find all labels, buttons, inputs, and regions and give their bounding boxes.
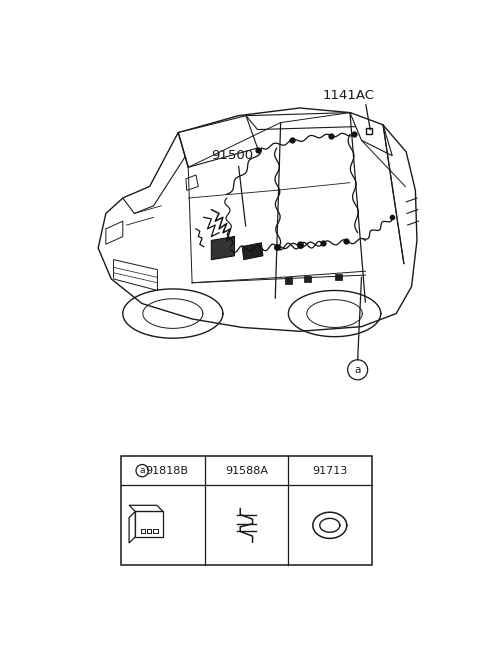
Polygon shape — [285, 277, 292, 283]
Polygon shape — [129, 512, 135, 543]
Polygon shape — [304, 276, 312, 282]
Text: 91818B: 91818B — [145, 466, 188, 476]
Polygon shape — [211, 237, 234, 260]
Polygon shape — [129, 505, 163, 512]
Text: 91713: 91713 — [312, 466, 348, 476]
Bar — [121, 456, 372, 565]
Polygon shape — [123, 133, 188, 213]
Text: 91500: 91500 — [211, 149, 253, 162]
Polygon shape — [246, 113, 361, 129]
Text: 1141AC: 1141AC — [323, 89, 375, 102]
Polygon shape — [178, 115, 258, 167]
Polygon shape — [350, 113, 392, 155]
Text: a: a — [354, 365, 361, 375]
Polygon shape — [135, 512, 163, 537]
Text: a: a — [139, 466, 145, 475]
Polygon shape — [242, 243, 263, 260]
Polygon shape — [186, 175, 198, 190]
Polygon shape — [106, 221, 123, 244]
Polygon shape — [98, 108, 417, 331]
Polygon shape — [114, 260, 157, 291]
Text: 91588A: 91588A — [225, 466, 268, 476]
Polygon shape — [335, 274, 342, 281]
